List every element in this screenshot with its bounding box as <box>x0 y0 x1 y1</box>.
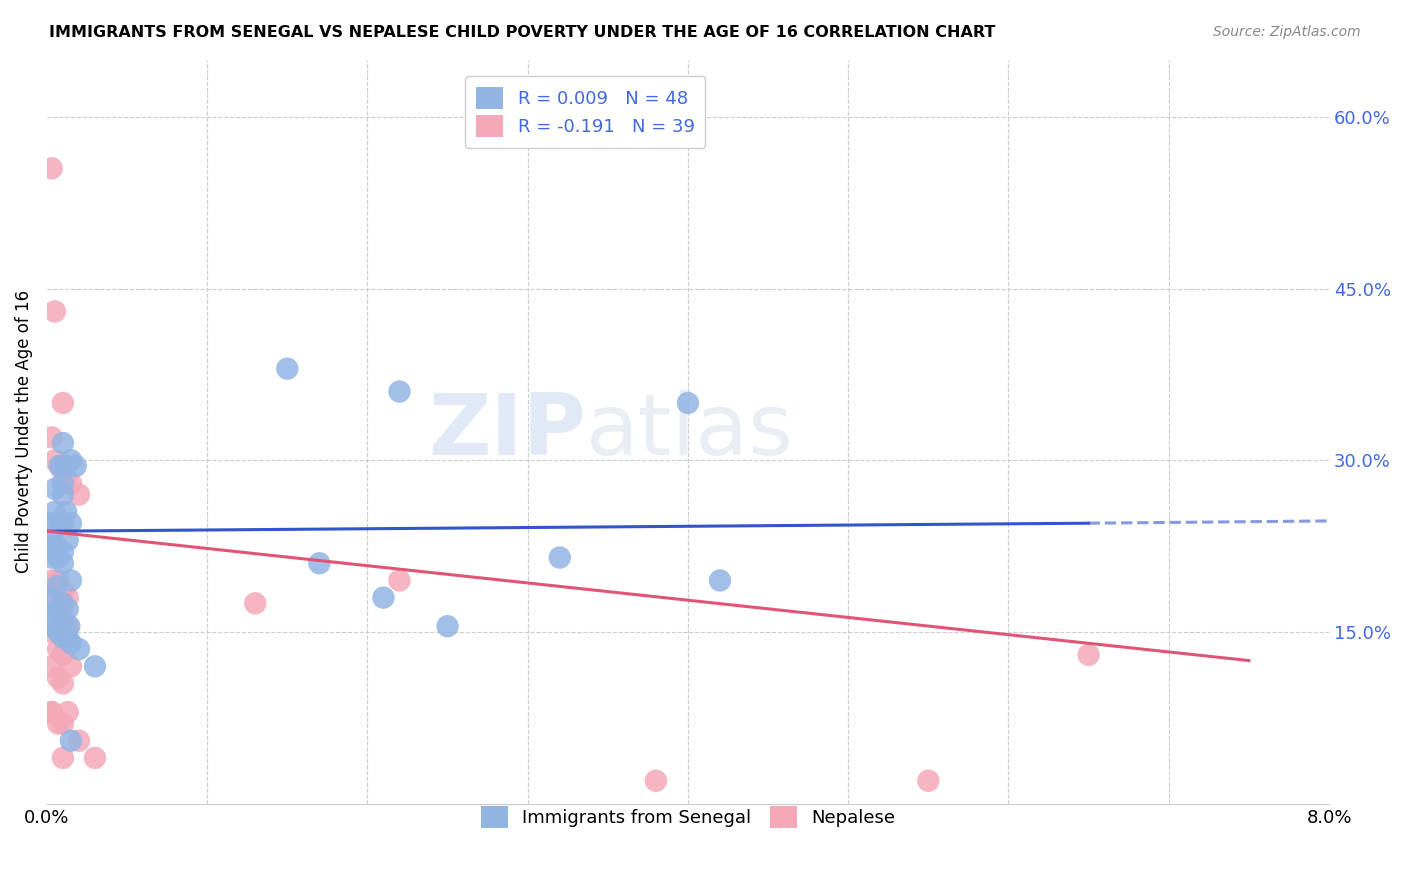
Point <box>67 642 90 657</box>
Point <box>373 591 395 605</box>
Point <box>52 458 75 473</box>
Point <box>55 470 77 484</box>
Legend: Immigrants from Senegal, Nepalese: Immigrants from Senegal, Nepalese <box>474 799 903 836</box>
Point <box>55 458 77 473</box>
Point <box>59 476 82 491</box>
Point <box>52 751 75 765</box>
Point <box>41 607 63 622</box>
Point <box>41 624 63 639</box>
Point <box>52 648 75 662</box>
Point <box>41 705 63 719</box>
Point <box>46 602 69 616</box>
Point <box>67 487 90 501</box>
Point <box>41 591 63 605</box>
Point <box>41 161 63 176</box>
Point <box>52 631 75 645</box>
Point <box>67 733 90 747</box>
Point <box>41 516 63 531</box>
Point <box>52 716 75 731</box>
Point <box>276 361 298 376</box>
Point <box>84 751 107 765</box>
Point <box>52 487 75 501</box>
Point <box>59 574 82 588</box>
Point <box>52 396 75 410</box>
Point <box>55 505 77 519</box>
Point <box>44 453 66 467</box>
Point <box>46 574 69 588</box>
Point <box>676 396 699 410</box>
Point <box>46 602 69 616</box>
Point <box>44 505 66 519</box>
Point <box>46 550 69 565</box>
Point <box>52 676 75 690</box>
Point <box>58 619 80 633</box>
Point <box>917 773 939 788</box>
Point <box>45 579 67 593</box>
Point <box>41 430 63 444</box>
Point <box>45 539 67 553</box>
Point <box>48 516 70 531</box>
Point <box>308 556 330 570</box>
Point <box>48 458 70 473</box>
Point <box>46 624 69 639</box>
Point <box>84 659 107 673</box>
Point <box>46 642 69 657</box>
Point <box>644 773 666 788</box>
Point <box>65 458 87 473</box>
Point <box>56 619 79 633</box>
Point <box>56 533 79 548</box>
Point <box>52 596 75 610</box>
Text: ZIP: ZIP <box>427 390 585 473</box>
Point <box>52 585 75 599</box>
Point <box>56 602 79 616</box>
Text: atlas: atlas <box>585 390 793 473</box>
Point <box>52 614 75 628</box>
Text: Source: ZipAtlas.com: Source: ZipAtlas.com <box>1213 25 1361 39</box>
Point <box>436 619 458 633</box>
Point <box>44 304 66 318</box>
Point <box>44 482 66 496</box>
Point <box>59 453 82 467</box>
Point <box>52 545 75 559</box>
Point <box>548 550 571 565</box>
Point <box>41 574 63 588</box>
Point <box>388 574 411 588</box>
Point <box>41 596 63 610</box>
Point <box>52 476 75 491</box>
Point <box>59 636 82 650</box>
Point <box>52 465 75 479</box>
Point <box>46 671 69 685</box>
Point <box>41 527 63 541</box>
Point <box>52 516 75 531</box>
Point <box>52 556 75 570</box>
Point <box>59 659 82 673</box>
Point <box>56 705 79 719</box>
Point <box>59 733 82 747</box>
Point <box>48 458 70 473</box>
Point <box>59 516 82 531</box>
Point <box>245 596 267 610</box>
Text: IMMIGRANTS FROM SENEGAL VS NEPALESE CHILD POVERTY UNDER THE AGE OF 16 CORRELATIO: IMMIGRANTS FROM SENEGAL VS NEPALESE CHIL… <box>49 25 995 40</box>
Point <box>41 659 63 673</box>
Point <box>56 631 79 645</box>
Point <box>52 436 75 450</box>
Y-axis label: Child Poverty Under the Age of 16: Child Poverty Under the Age of 16 <box>15 290 32 574</box>
Point <box>52 607 75 622</box>
Point <box>41 539 63 553</box>
Point <box>41 550 63 565</box>
Point <box>46 716 69 731</box>
Point <box>41 705 63 719</box>
Point <box>41 619 63 633</box>
Point <box>1077 648 1099 662</box>
Point <box>388 384 411 399</box>
Point <box>56 591 79 605</box>
Point <box>709 574 731 588</box>
